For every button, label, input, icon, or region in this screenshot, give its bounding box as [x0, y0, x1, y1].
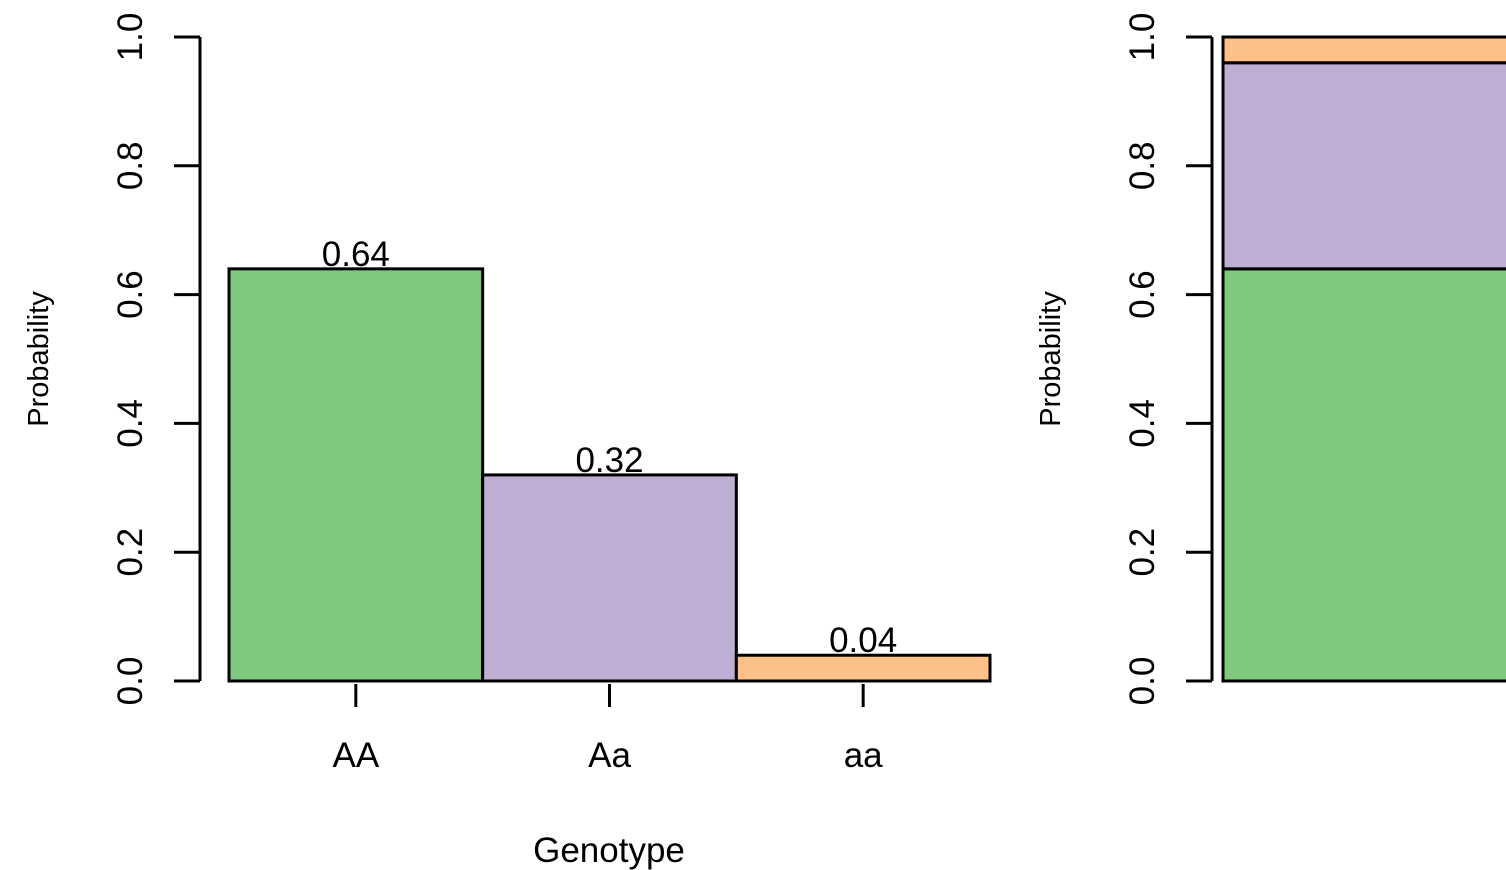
bars: 0.64 0.32 0.04 — [227, 235, 992, 683]
x-tick-label: Aa — [588, 736, 631, 775]
y-tick-label: 0.6 — [111, 270, 150, 319]
x-tick-label: AA — [332, 736, 379, 775]
y-tick-label: 0.0 — [111, 657, 150, 706]
stacked-segments — [1221, 35, 1506, 683]
y-tick-label: 0.6 — [1123, 270, 1162, 319]
y-tick-label: 0.4 — [1123, 399, 1162, 448]
y-tick-label: 0.0 — [1123, 657, 1162, 706]
data-label: 0.04 — [829, 621, 897, 660]
bar-Aa — [481, 473, 738, 683]
stack-segment-2 — [1221, 35, 1506, 65]
y-tick-label: 0.8 — [111, 141, 150, 190]
genotype-bar-chart: 0.64 0.32 0.04 0.0 0.2 0.4 0.6 0.8 1.0 AA Aa aa G… — [23, 13, 992, 870]
bar-aa — [734, 653, 992, 683]
x-axis-label: Genotype — [533, 831, 685, 870]
y-tick-label: 0.8 — [1123, 141, 1162, 190]
stacked-bar-chart: 0.0 0.2 0.4 0.6 0.8 1.0 Probability — [1035, 13, 1506, 706]
y-tick-label: 0.4 — [111, 399, 150, 448]
stack-segment-1 — [1221, 61, 1506, 271]
x-axis: AA Aa aa — [332, 684, 883, 775]
x-tick-label: aa — [844, 736, 883, 775]
y-axis-label: Probability — [1035, 291, 1067, 427]
y-axis-label: Probability — [23, 291, 55, 427]
y-tick-label: 0.2 — [1123, 528, 1162, 577]
y-tick-label: 1.0 — [1123, 13, 1162, 62]
data-label: 0.32 — [575, 441, 643, 480]
data-label: 0.64 — [322, 235, 390, 274]
y-axis: 0.0 0.2 0.4 0.6 0.8 1.0 — [1123, 13, 1214, 706]
stack-segment-0 — [1221, 267, 1506, 683]
bar-AA — [227, 267, 485, 683]
y-tick-label: 1.0 — [111, 13, 150, 62]
y-tick-label: 0.2 — [111, 528, 150, 577]
y-axis: 0.0 0.2 0.4 0.6 0.8 1.0 — [111, 13, 202, 706]
